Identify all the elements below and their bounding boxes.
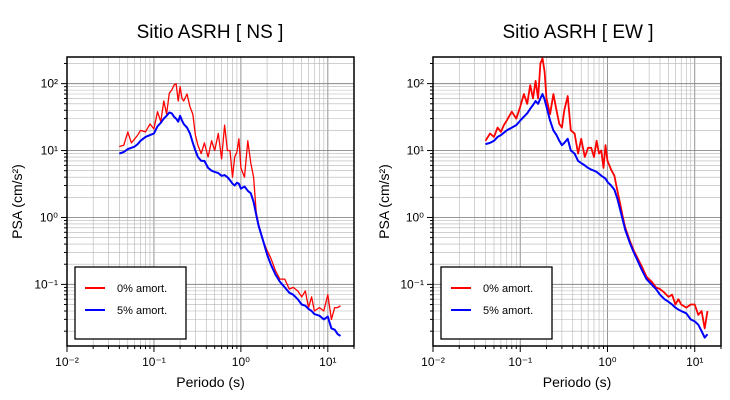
- series-line-five-percent-damping: [118, 111, 342, 337]
- x-tick-label: 10⁻²: [55, 355, 79, 369]
- y-tick-label: 10²: [41, 77, 58, 91]
- x-axis-label: Periodo (s): [176, 374, 244, 390]
- legend-label: 5% amort.: [117, 305, 167, 317]
- x-axis-label: Periodo (s): [543, 374, 611, 390]
- x-tick-label: 10⁰: [232, 355, 250, 369]
- y-tick-label: 10⁻¹: [400, 277, 424, 291]
- legend-label: 0% amort.: [483, 283, 533, 295]
- legend-label: 0% amort.: [117, 283, 167, 295]
- chart-title: Sitio ASRH [ EW ]: [503, 22, 654, 43]
- y-tick-label: 10¹: [41, 144, 58, 158]
- y-tick-label: 10²: [407, 77, 424, 91]
- x-tick-label: 10¹: [686, 355, 703, 369]
- y-axis-label: PSA (cm/s²): [9, 164, 25, 239]
- legend: 0% amort. 5% amort.: [74, 266, 187, 340]
- chart-panel-1: 10⁻² 10⁻¹ 10⁰ 10¹ 10² 10¹ 10⁰ 10⁻¹ Sitio ASRH [ …: [9, 22, 355, 390]
- y-tick-label: 10⁰: [406, 210, 424, 224]
- series-line-five-percent-damping: [485, 93, 709, 339]
- plot-frame: [66, 56, 355, 347]
- y-axis-label: PSA (cm/s²): [376, 164, 392, 239]
- legend-box: [440, 266, 553, 340]
- x-tick-label: 10⁻¹: [508, 355, 532, 369]
- y-tick-label: 10¹: [407, 144, 424, 158]
- tick-marks: [427, 62, 722, 352]
- x-tick-label: 10¹: [319, 355, 336, 369]
- x-tick-label: 10⁻¹: [142, 355, 166, 369]
- x-tick-label: 10⁰: [598, 355, 616, 369]
- chart-title: Sitio ASRH [ NS ]: [137, 22, 284, 43]
- legend-label: 5% amort.: [483, 305, 533, 317]
- plot-frame: [432, 56, 722, 347]
- legend-box: [74, 266, 187, 340]
- legend: 0% amort. 5% amort.: [440, 266, 553, 340]
- series-line-zero-damping: [119, 82, 341, 321]
- chart-panel-2: 10⁻² 10⁻¹ 10⁰ 10¹ 10² 10¹ 10⁰ 10⁻¹ Sitio ASRH [ …: [376, 22, 722, 390]
- grid: [66, 57, 355, 346]
- x-tick-label: 10⁻²: [421, 355, 445, 369]
- tick-marks: [61, 62, 355, 352]
- y-tick-label: 10⁻¹: [34, 277, 58, 291]
- y-tick-label: 10⁰: [40, 210, 58, 224]
- series-line-zero-damping: [484, 57, 709, 330]
